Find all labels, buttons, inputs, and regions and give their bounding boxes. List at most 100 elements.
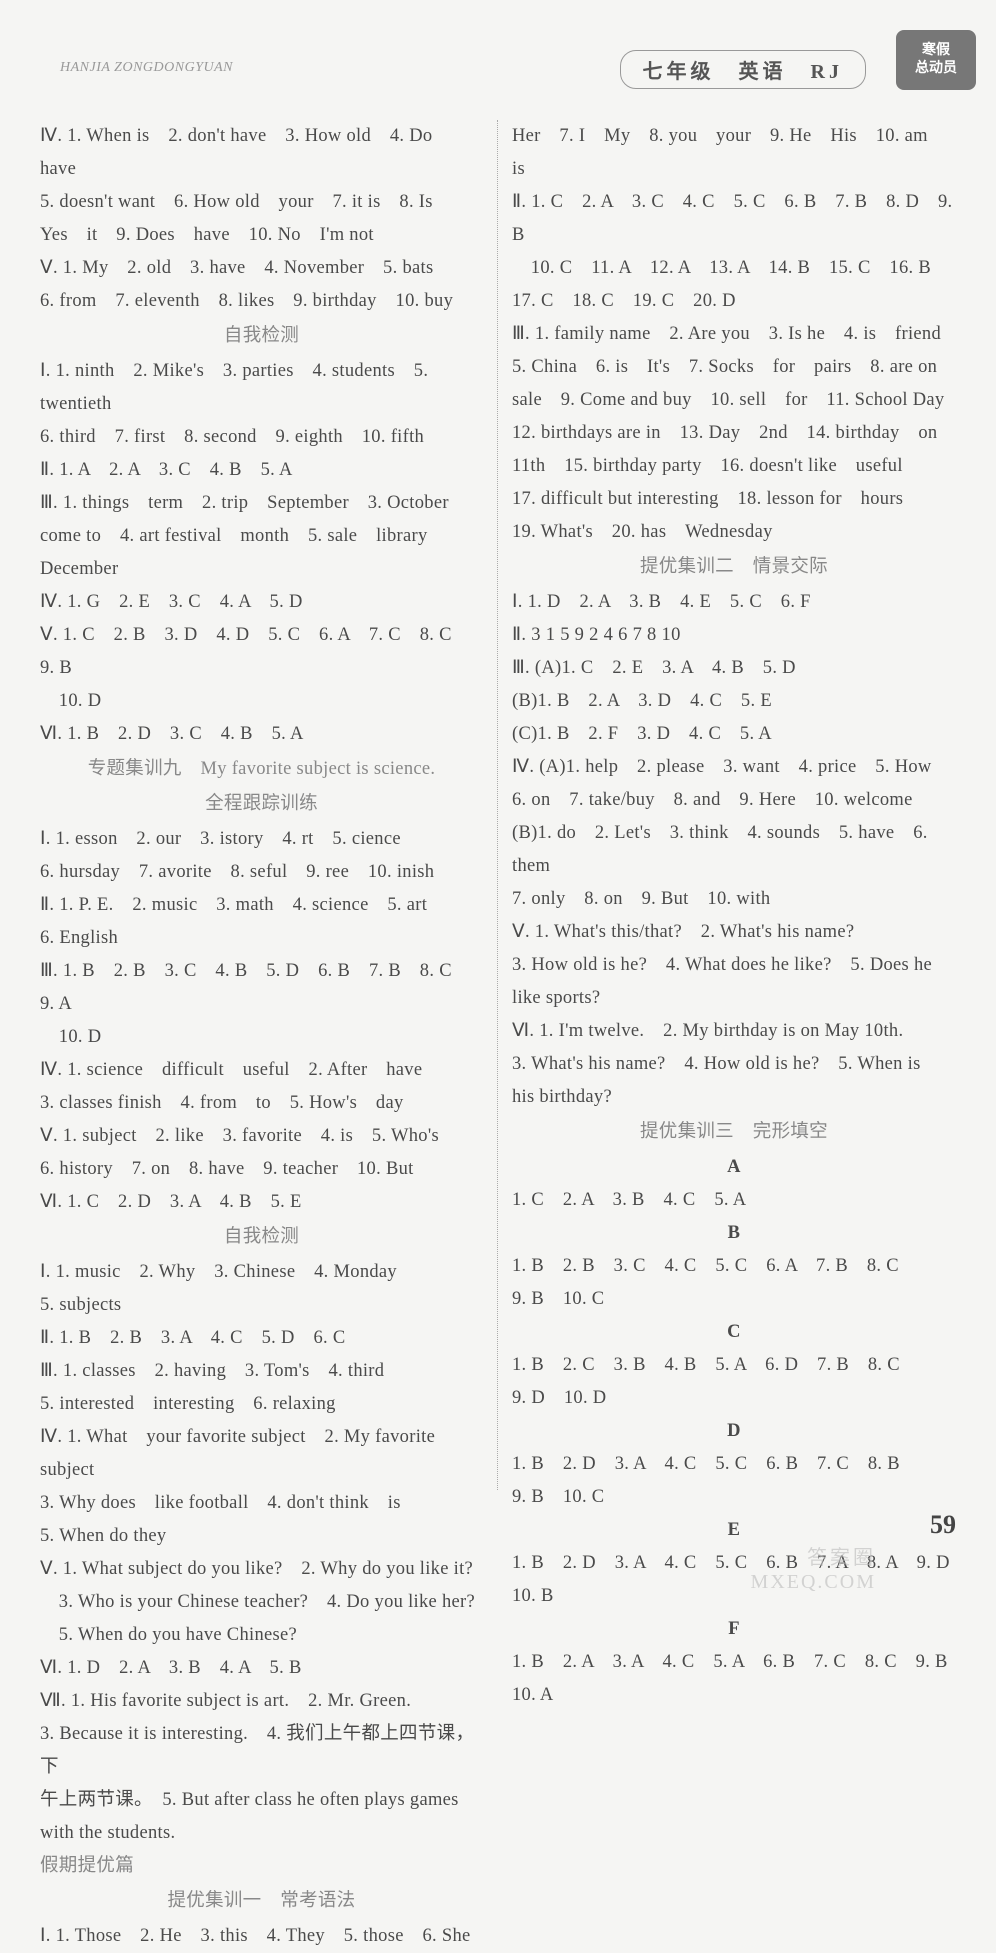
section-subtitle: 全程跟踪训练 [40, 788, 483, 821]
answer-line: 9. B 10. C [512, 1481, 956, 1514]
answer-line: 9. B 10. C [512, 1283, 956, 1316]
answer-line: come to 4. art festival month 5. sale li… [40, 520, 483, 553]
header-grade-subject: 七年级 英语 RJ [620, 50, 866, 89]
section-title: 提优集训二 情景交际 [512, 551, 956, 584]
answer-line: 午上两节课。 5. But after class he often plays… [40, 1784, 483, 1817]
passage-label: D [512, 1415, 956, 1448]
section-title: 提优集训一 常考语法 [40, 1885, 483, 1918]
answer-line: Ⅴ. 1. What subject do you like? 2. Why d… [40, 1553, 483, 1586]
answer-line: Ⅲ. 1. things term 2. trip September 3. O… [40, 487, 483, 520]
answer-line: 10. B [512, 1580, 956, 1613]
header-pinyin: HANJIA ZONGDONGYUAN [60, 60, 233, 76]
answer-line: 6. hursday 7. avorite 8. seful 9. ree 10… [40, 856, 483, 889]
answer-line: 5. subjects [40, 1289, 483, 1322]
passage-label: B [512, 1217, 956, 1250]
answer-line: Ⅰ. 1. ninth 2. Mike's 3. parties 4. stud… [40, 355, 483, 421]
answer-line: December [40, 553, 483, 586]
answer-line: 9. D 10. D [512, 1382, 956, 1415]
answer-line: 6. from 7. eleventh 8. likes 9. birthday… [40, 285, 483, 318]
answer-line: 6. third 7. first 8. second 9. eighth 10… [40, 421, 483, 454]
answer-line: Ⅴ. 1. C 2. B 3. D 4. D 5. C 6. A 7. C 8.… [40, 619, 483, 685]
passage-label: A [512, 1151, 956, 1184]
answer-line: 6. history 7. on 8. have 9. teacher 10. … [40, 1153, 483, 1186]
answer-line: Ⅱ. 3 1 5 9 2 4 6 7 8 10 [512, 619, 956, 652]
section-title: 自我检测 [40, 320, 483, 353]
passage-label: C [512, 1316, 956, 1349]
answer-line: 1. C 2. A 3. B 4. C 5. A [512, 1184, 956, 1217]
answer-line: 5. China 6. is It's 7. Socks for pairs 8… [512, 351, 956, 384]
answer-line: 17. C 18. C 19. C 20. D [512, 285, 956, 318]
answer-line: 5. When do you have Chinese? [40, 1619, 483, 1652]
watermark-url: MXEQ.COM [751, 1571, 876, 1594]
section-title: 假期提优篇 [40, 1850, 483, 1883]
page-number: 59 [930, 1510, 956, 1540]
answer-line: Ⅳ. (A)1. help 2. please 3. want 4. price… [512, 751, 956, 784]
answer-line: 10. D [40, 685, 483, 718]
answer-line: 1. B 2. D 3. A 4. C 5. C 6. B 7. A 8. A … [512, 1547, 956, 1580]
answer-line: Ⅲ. 1. family name 2. Are you 3. Is he 4.… [512, 318, 956, 351]
header-badge: 寒假 总动员 [896, 30, 976, 90]
answer-line: 3. Because it is interesting. 4. 我们上午都上四… [40, 1718, 483, 1784]
answer-line: 3. What's his name? 4. How old is he? 5.… [512, 1048, 956, 1081]
section-title: 专题集训九 My favorite subject is science. [40, 753, 483, 786]
answer-line: 10. D [40, 1021, 483, 1054]
answer-line: Ⅳ. 1. When is 2. don't have 3. How old 4… [40, 120, 483, 186]
answer-line: Ⅳ. 1. science difficult useful 2. After … [40, 1054, 483, 1087]
answer-line: Ⅴ. 1. subject 2. like 3. favorite 4. is … [40, 1120, 483, 1153]
answer-line: 6. on 7. take/buy 8. and 9. Here 10. wel… [512, 784, 956, 817]
answer-line: (B)1. do 2. Let's 3. think 4. sounds 5. … [512, 817, 956, 883]
answer-line: Ⅵ. 1. C 2. D 3. A 4. B 5. E [40, 1186, 483, 1219]
answer-line: Ⅳ. 1. What your favorite subject 2. My f… [40, 1421, 483, 1487]
page-header: HANJIA ZONGDONGYUAN 七年级 英语 RJ 寒假 总动员 [0, 0, 996, 110]
answer-line: (C)1. B 2. F 3. D 4. C 5. A [512, 718, 956, 751]
answer-line: 7. only 8. on 9. But 10. with [512, 883, 956, 916]
answer-line: 1. B 2. A 3. A 4. C 5. A 6. B 7. C 8. C … [512, 1646, 956, 1679]
badge-line1: 寒假 [896, 42, 976, 60]
answer-line: Ⅵ. 1. I'm twelve. 2. My birthday is on M… [512, 1015, 956, 1048]
answer-line: like sports? [512, 982, 956, 1015]
answer-line: 1. B 2. D 3. A 4. C 5. C 6. B 7. C 8. B [512, 1448, 956, 1481]
answer-line: 6. English [40, 922, 483, 955]
answer-line: Ⅰ. 1. music 2. Why 3. Chinese 4. Monday [40, 1256, 483, 1289]
answer-line: Ⅵ. 1. D 2. A 3. B 4. A 5. B [40, 1652, 483, 1685]
passage-label: E [512, 1514, 956, 1547]
answer-line: 5. interested interesting 6. relaxing [40, 1388, 483, 1421]
answer-line: sale 9. Come and buy 10. sell for 11. Sc… [512, 384, 956, 417]
answer-line: 1. B 2. B 3. C 4. C 5. C 6. A 7. B 8. C [512, 1250, 956, 1283]
answer-line: Ⅱ. 1. A 2. A 3. C 4. B 5. A [40, 454, 483, 487]
answer-line: Ⅰ. 1. D 2. A 3. B 4. E 5. C 6. F [512, 586, 956, 619]
answer-line: 5. doesn't want 6. How old your 7. it is… [40, 186, 483, 219]
answer-line: 17. difficult but interesting 18. lesson… [512, 483, 956, 516]
badge-line2: 总动员 [896, 60, 976, 78]
answer-line: 12. birthdays are in 13. Day 2nd 14. bir… [512, 417, 956, 450]
passage-label: F [512, 1613, 956, 1646]
answer-line: Ⅴ. 1. My 2. old 3. have 4. November 5. b… [40, 252, 483, 285]
answer-line: Ⅰ. 1. esson 2. our 3. istory 4. rt 5. ci… [40, 823, 483, 856]
answer-line: 5. When do they [40, 1520, 483, 1553]
left-column: Ⅳ. 1. When is 2. don't have 3. How old 4… [30, 120, 498, 1490]
answer-line: 3. Who is your Chinese teacher? 4. Do yo… [40, 1586, 483, 1619]
answer-line: Ⅲ. 1. classes 2. having 3. Tom's 4. thir… [40, 1355, 483, 1388]
answer-line: 3. classes finish 4. from to 5. How's da… [40, 1087, 483, 1120]
answer-line: 19. What's 20. has Wednesday [512, 516, 956, 549]
section-title: 提优集训三 完形填空 [512, 1116, 956, 1149]
answer-line: Ⅱ. 1. B 2. B 3. A 4. C 5. D 6. C [40, 1322, 483, 1355]
answer-line: Her 7. I My 8. you your 9. He His 10. am… [512, 120, 956, 186]
answer-line: 10. A [512, 1679, 956, 1712]
answer-line: Ⅱ. 1. C 2. A 3. C 4. C 5. C 6. B 7. B 8.… [512, 186, 956, 252]
content-columns: Ⅳ. 1. When is 2. don't have 3. How old 4… [0, 110, 996, 1490]
answer-line: Ⅱ. 1. P. E. 2. music 3. math 4. science … [40, 889, 483, 922]
right-column: Her 7. I My 8. you your 9. He His 10. am… [498, 120, 966, 1490]
answer-line: (B)1. B 2. A 3. D 4. C 5. E [512, 685, 956, 718]
answer-line: 3. How old is he? 4. What does he like? … [512, 949, 956, 982]
answer-line: Ⅲ. (A)1. C 2. E 3. A 4. B 5. D [512, 652, 956, 685]
answer-line: Ⅶ. 1. His favorite subject is art. 2. Mr… [40, 1685, 483, 1718]
section-title: 自我检测 [40, 1221, 483, 1254]
answer-line: 3. Why does like football 4. don't think… [40, 1487, 483, 1520]
answer-line: Ⅳ. 1. G 2. E 3. C 4. A 5. D [40, 586, 483, 619]
answer-line: Ⅰ. 1. Those 2. He 3. this 4. They 5. tho… [40, 1920, 483, 1953]
answer-line: Ⅲ. 1. B 2. B 3. C 4. B 5. D 6. B 7. B 8.… [40, 955, 483, 1021]
answer-line: his birthday? [512, 1081, 956, 1114]
answer-line: Ⅵ. 1. B 2. D 3. C 4. B 5. A [40, 718, 483, 751]
answer-line: Yes it 9. Does have 10. No I'm not [40, 219, 483, 252]
